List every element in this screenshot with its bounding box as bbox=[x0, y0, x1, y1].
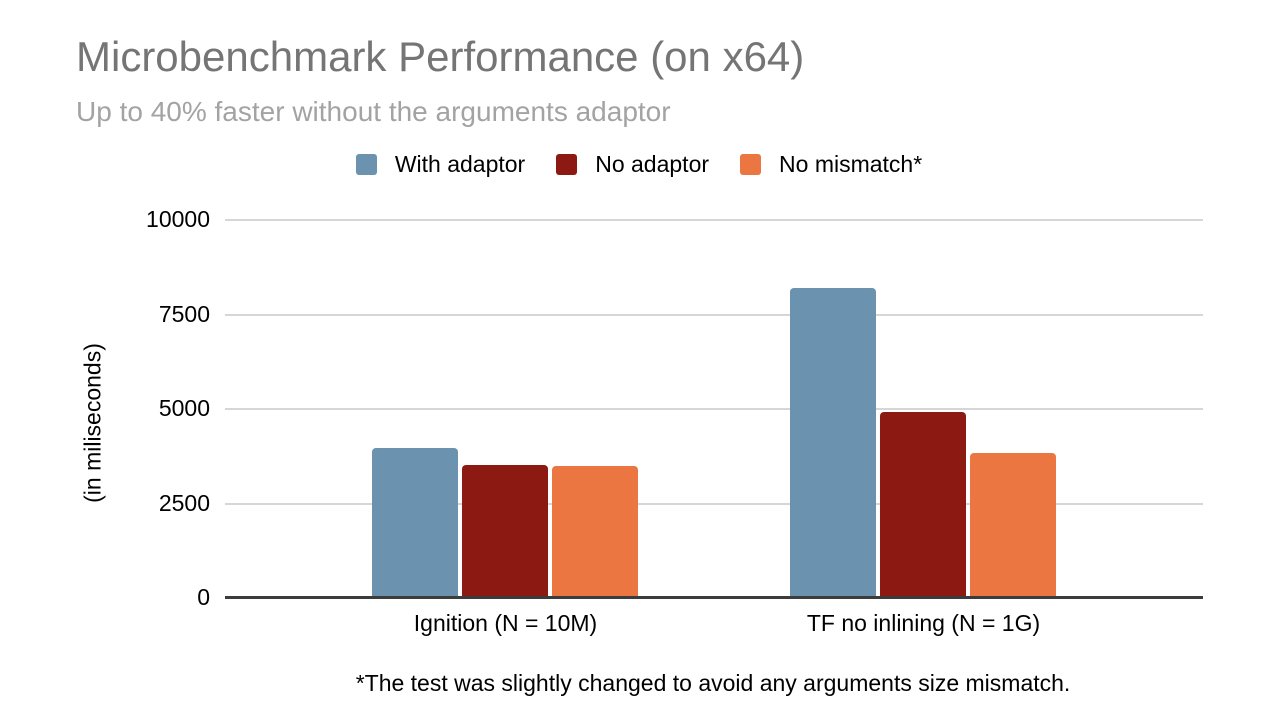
chart-subtitle: Up to 40% faster without the arguments a… bbox=[76, 96, 671, 127]
y-tick-label-2500: 2500 bbox=[158, 489, 210, 516]
y-axis-title: (in miliseconds) bbox=[79, 343, 106, 503]
bar-no-mismatch-tf-no-inlining-n-1g bbox=[970, 452, 1057, 598]
bar-with-adaptor-tf-no-inlining-n-1g bbox=[790, 288, 877, 598]
bar-no-adaptor-tf-no-inlining-n-1g bbox=[880, 411, 967, 598]
legend-label-with-adaptor: With adaptor bbox=[394, 151, 526, 177]
chart-title: Microbenchmark Performance (on x64) bbox=[76, 33, 805, 80]
y-tick-label-7500: 7500 bbox=[158, 300, 210, 327]
legend-swatch-no-adaptor bbox=[556, 154, 578, 175]
y-tick-label-10000: 10000 bbox=[146, 206, 210, 232]
plot-area: 0 2500 5000 7500 10000 Ignition (N = 10M) TF n… bbox=[146, 206, 1203, 636]
x-axis-line bbox=[225, 596, 1203, 599]
gridline-7500 bbox=[225, 313, 1203, 316]
legend-label-no-adaptor: No adaptor bbox=[595, 151, 710, 177]
gridline-10000 bbox=[225, 219, 1203, 221]
legend-label-no-mismatch: No mismatch* bbox=[779, 151, 923, 177]
legend-item-no-mismatch: No mismatch* bbox=[740, 151, 922, 178]
legend-item-with-adaptor: With adaptor bbox=[355, 151, 526, 178]
y-tick-label-0: 0 bbox=[197, 584, 210, 610]
bar-no-adaptor-ignition-n-10m bbox=[462, 465, 549, 598]
bar-no-mismatch-ignition-n-10m bbox=[552, 466, 639, 598]
y-tick-label-5000: 5000 bbox=[158, 395, 210, 421]
legend-swatch-with-adaptor bbox=[355, 154, 377, 175]
gridline-2500 bbox=[225, 502, 1203, 505]
legend-item-no-adaptor: No adaptor bbox=[556, 151, 709, 178]
x-category-label-tf-no-inlining-n-1g: TF no inlining (N = 1G) bbox=[806, 610, 1041, 636]
legend-swatch-no-mismatch bbox=[740, 154, 762, 175]
bar-with-adaptor-ignition-n-10m bbox=[372, 447, 459, 598]
chart-footnote: *The test was slightly changed to avoid … bbox=[355, 670, 1071, 696]
chart-legend: With adaptor No adaptor No mismatch* bbox=[0, 151, 1278, 178]
x-category-label-ignition-n-10m: Ignition (N = 10M) bbox=[413, 610, 598, 636]
gridline-5000 bbox=[225, 408, 1203, 410]
